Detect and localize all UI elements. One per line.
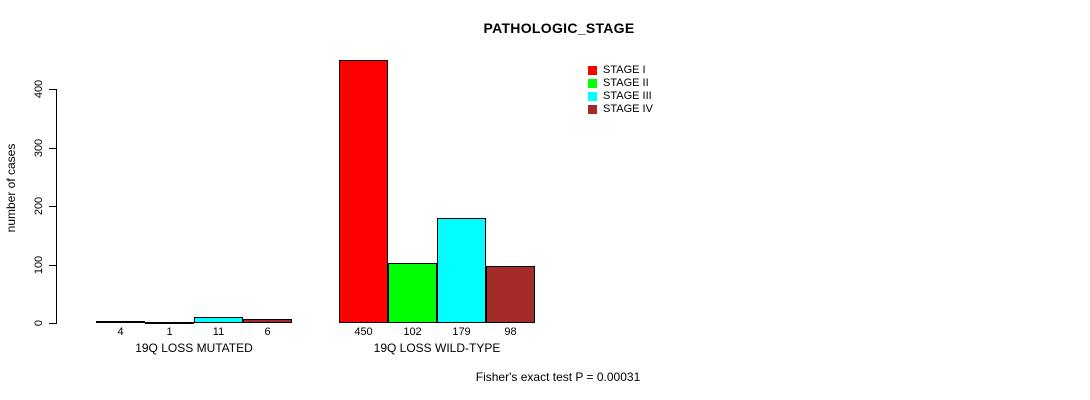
y-axis-tick: [49, 265, 56, 266]
bar-value-label: 102: [403, 326, 422, 338]
bar-group1-stage-i: [339, 60, 388, 323]
bar-value-label: 11: [212, 326, 225, 338]
bar-group0-stage-iii: [194, 317, 243, 323]
bar-value-label: 450: [354, 326, 373, 338]
legend-swatch-stage-i: [588, 66, 597, 75]
y-axis-tick-label: 400: [33, 79, 45, 99]
bar-group1-stage-ii: [388, 263, 437, 323]
legend-swatch-stage-ii: [588, 79, 597, 88]
legend-label: STAGE I: [603, 64, 646, 76]
legend-swatch-stage-iv: [588, 105, 597, 114]
y-axis-tick-label: 200: [33, 196, 45, 216]
bar-value-label: 6: [264, 326, 271, 338]
bar-group0-stage-ii: [145, 322, 194, 324]
y-axis-tick: [49, 148, 56, 149]
legend-item: STAGE III: [588, 90, 653, 103]
fisher-test-annotation: Fisher's exact test P = 0.00031: [475, 370, 641, 384]
bar-value-label: 4: [117, 326, 124, 338]
bar-value-label: 1: [166, 326, 173, 338]
x-axis-group-label: 19Q LOSS MUTATED: [135, 341, 253, 355]
y-axis-tick-label: 300: [33, 138, 45, 158]
bar-group1-stage-iii: [437, 218, 486, 323]
bar-group0-stage-iv: [243, 319, 292, 323]
legend-swatch-stage-iii: [588, 92, 597, 101]
legend-item: STAGE I: [588, 64, 653, 77]
bar-group0-stage-i: [96, 321, 145, 323]
y-axis-label: number of cases: [4, 143, 18, 233]
legend-item: STAGE IV: [588, 103, 653, 116]
y-axis-tick-label: 100: [33, 255, 45, 275]
legend-item: STAGE II: [588, 77, 653, 90]
legend-label: STAGE II: [603, 77, 649, 89]
bar-value-label: 98: [504, 326, 517, 338]
legend: STAGE I STAGE II STAGE III STAGE IV: [588, 64, 653, 116]
y-axis-line: [56, 89, 57, 324]
legend-label: STAGE III: [603, 90, 652, 102]
y-axis-tick: [49, 323, 56, 324]
legend-label: STAGE IV: [603, 103, 653, 115]
chart-title: PATHOLOGIC_STAGE: [483, 20, 635, 36]
bar-value-label: 179: [452, 326, 471, 338]
bar-group1-stage-iv: [486, 266, 535, 323]
y-axis-tick: [49, 89, 56, 90]
x-axis-group-label: 19Q LOSS WILD-TYPE: [373, 341, 501, 355]
y-axis-tick: [49, 206, 56, 207]
y-axis-tick-label: 0: [33, 319, 45, 327]
